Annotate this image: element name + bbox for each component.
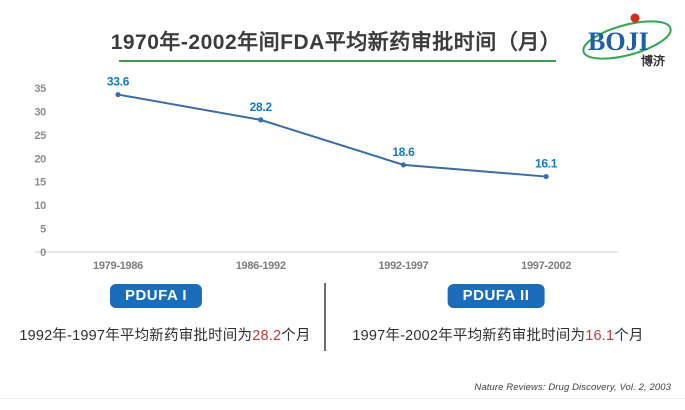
y-tick-label: 20 bbox=[34, 153, 46, 165]
logo-text: BOJI bbox=[588, 27, 649, 56]
summary-right-suffix: 个月 bbox=[614, 328, 644, 344]
summary-right-prefix: 1997年-2002年平均新药审批时间为 bbox=[352, 328, 586, 344]
y-tick-label: 25 bbox=[34, 130, 46, 142]
summary-left-prefix: 1992年-1997年平均新药审批时间为 bbox=[19, 328, 253, 344]
data-point-label: 28.2 bbox=[250, 100, 273, 114]
boji-logo: BOJI 博济 bbox=[579, 10, 679, 74]
bottom-rule bbox=[0, 398, 685, 399]
logo-red-dot-icon bbox=[630, 13, 640, 23]
summary-left-value: 28.2 bbox=[252, 328, 282, 344]
data-line bbox=[117, 93, 547, 178]
chart-area: 0 5 10 15 20 25 30 35 1979-1986 1986-1992 1992-199… bbox=[0, 75, 685, 280]
vertical-divider bbox=[324, 283, 326, 351]
title-underline bbox=[119, 60, 556, 62]
page-title: 1970年-2002年间FDA平均新药审批时间（月） bbox=[110, 31, 562, 54]
x-tick-label: 1992-1997 bbox=[378, 260, 428, 272]
logo-orbit-ellipse bbox=[582, 20, 672, 60]
data-point-label: 33.6 bbox=[107, 75, 130, 89]
pdufa-1-badge: PDUFA I bbox=[109, 284, 203, 308]
data-point-label: 16.1 bbox=[535, 157, 558, 171]
y-tick-label: 30 bbox=[34, 106, 46, 118]
x-tick-label: 1979-1986 bbox=[93, 260, 143, 272]
x-tick-label: 1986-1992 bbox=[236, 260, 286, 272]
logo-subtext: 博济 bbox=[641, 53, 666, 68]
summary-right-value: 16.1 bbox=[585, 328, 615, 344]
data-point-marker bbox=[400, 162, 406, 168]
approval-line-chart: 0 5 10 15 20 25 30 35 1979-1986 1986-1992 1992-199… bbox=[34, 75, 618, 272]
x-tick-label: 1997-2002 bbox=[521, 260, 571, 272]
pdufa-2-badge: PDUFA II bbox=[447, 284, 545, 308]
y-tick-label: 35 bbox=[34, 83, 46, 95]
y-tick-label: 0 bbox=[40, 247, 46, 259]
summary-right: 1997年-2002年平均新药审批时间为16.1个月 bbox=[333, 324, 663, 345]
boji-logo-graphic: BOJI 博济 bbox=[582, 13, 672, 68]
data-point-marker bbox=[258, 117, 264, 123]
y-tick-label: 5 bbox=[40, 224, 46, 236]
data-point-label: 18.6 bbox=[392, 145, 415, 159]
data-point-marker bbox=[115, 91, 121, 98]
summary-left-suffix: 个月 bbox=[281, 328, 311, 344]
source-citation: Nature Reviews: Drug Discovery, Vol. 2, … bbox=[474, 382, 671, 393]
summary-left: 1992年-1997年平均新药审批时间为28.2个月 bbox=[0, 324, 330, 345]
y-tick-label: 10 bbox=[34, 200, 46, 212]
data-point-marker bbox=[543, 173, 549, 180]
y-tick-label: 15 bbox=[34, 177, 46, 189]
